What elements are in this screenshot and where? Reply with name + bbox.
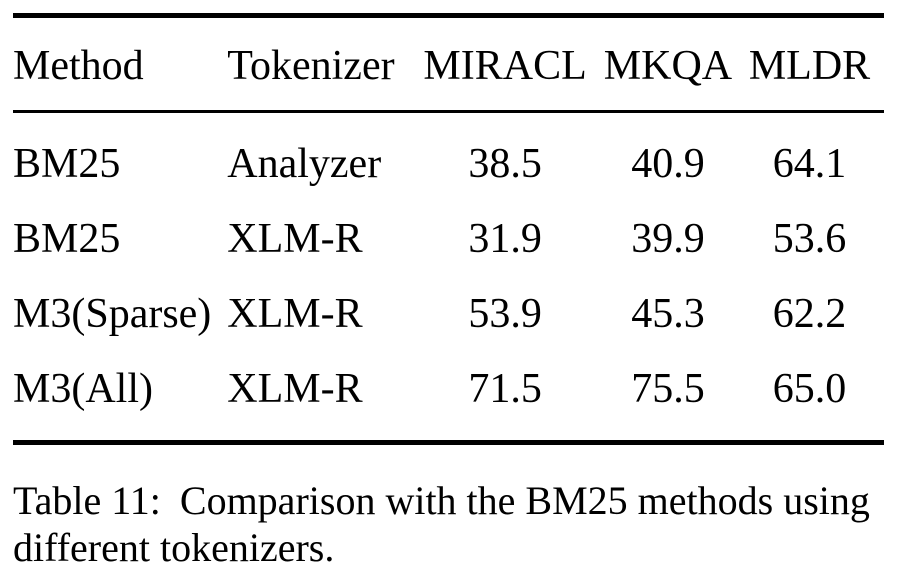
cell-mldr: 62.2 bbox=[772, 291, 847, 337]
cell-miracl: 31.9 bbox=[468, 216, 542, 262]
cell-mkqa: 40.9 bbox=[631, 141, 705, 187]
cell-mkqa: 39.9 bbox=[631, 216, 705, 262]
cell-mldr: 64.1 bbox=[772, 141, 847, 187]
cell-mkqa: 75.5 bbox=[631, 366, 705, 412]
cell-method: BM25 bbox=[13, 141, 121, 187]
cell-tokenizer: Analyzer bbox=[227, 141, 382, 187]
cell-method: M3(All) bbox=[13, 366, 153, 412]
cell-tokenizer: XLM-R bbox=[227, 291, 363, 337]
cell-tokenizer: XLM-R bbox=[227, 216, 363, 262]
col-header-tokenizer: Tokenizer bbox=[227, 18, 410, 113]
results-table: Method Tokenizer MIRACL MKQA MLDR BM25 A… bbox=[13, 18, 884, 440]
table-row: BM25 XLM-R 31.9 39.9 53.6 bbox=[13, 188, 884, 263]
cell-miracl: 71.5 bbox=[468, 366, 542, 412]
table-caption: Table 11: Comparison with the BM25 metho… bbox=[13, 477, 884, 571]
table-row: M3(All) XLM-R 71.5 75.5 65.0 bbox=[13, 338, 884, 440]
table-row: BM25 Analyzer 38.5 40.9 64.1 bbox=[13, 112, 884, 189]
cell-mldr: 53.6 bbox=[772, 216, 847, 262]
cell-mkqa: 45.3 bbox=[631, 291, 705, 337]
col-header-miracl: MIRACL bbox=[409, 18, 601, 113]
cell-method: M3(Sparse) bbox=[13, 291, 212, 337]
cell-miracl: 38.5 bbox=[468, 141, 542, 187]
cell-mldr: 65.0 bbox=[772, 366, 847, 412]
cell-tokenizer: XLM-R bbox=[227, 366, 363, 412]
caption-label: Table 11: bbox=[13, 478, 161, 523]
col-header-mkqa: MKQA bbox=[600, 18, 736, 113]
table-row: M3(Sparse) XLM-R 53.9 45.3 62.2 bbox=[13, 263, 884, 338]
cell-miracl: 53.9 bbox=[468, 291, 542, 337]
caption-text: Comparison with the BM25 methods using d… bbox=[13, 478, 870, 570]
col-header-mldr: MLDR bbox=[735, 18, 884, 113]
cell-method: BM25 bbox=[13, 216, 121, 262]
header-row: Method Tokenizer MIRACL MKQA MLDR bbox=[13, 18, 884, 113]
col-header-method: Method bbox=[13, 18, 228, 113]
results-table-wrap: Method Tokenizer MIRACL MKQA MLDR BM25 A… bbox=[13, 13, 884, 445]
